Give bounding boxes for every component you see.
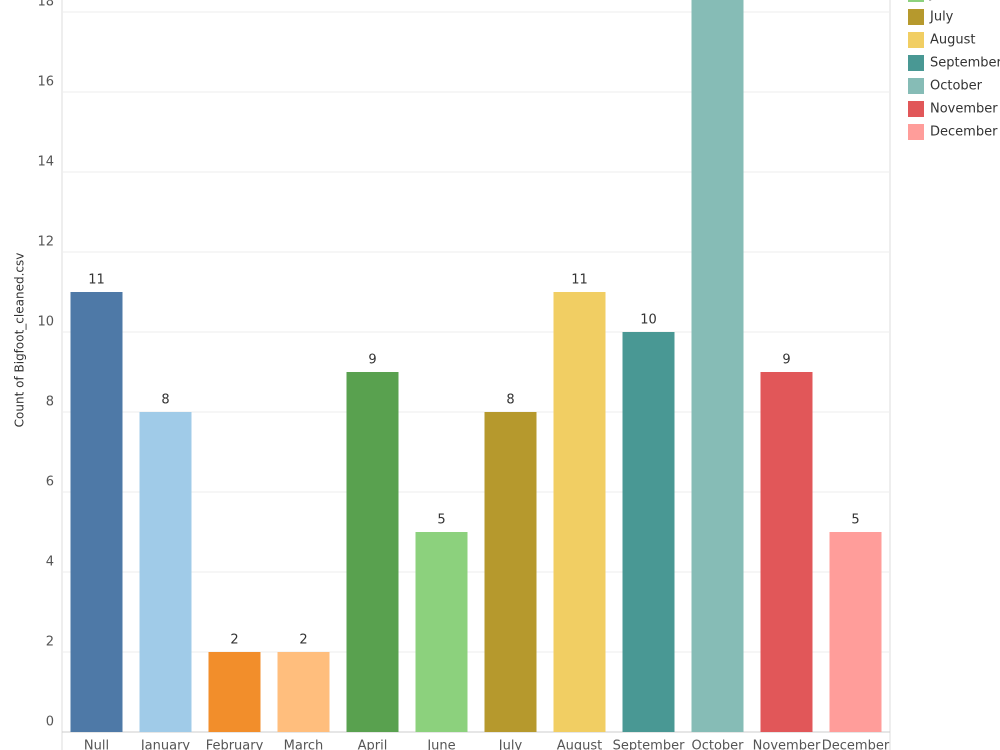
legend-swatch xyxy=(908,32,924,48)
legend-label: September xyxy=(930,56,1000,71)
x-tick-label: November xyxy=(753,739,821,750)
value-label: 2 xyxy=(230,633,238,648)
legend-swatch xyxy=(908,78,924,94)
legend-swatch xyxy=(908,9,924,25)
y-tick-label: 14 xyxy=(37,155,54,170)
value-label: 2 xyxy=(299,633,307,648)
y-tick-label: 8 xyxy=(46,395,54,410)
value-label: 5 xyxy=(437,513,445,528)
x-tick-label: October xyxy=(691,739,744,750)
bar xyxy=(139,412,192,732)
plot-area: 11 8 2 2 9 5 8 11 10 9 5 xyxy=(62,0,890,732)
y-tick-label: 10 xyxy=(37,315,54,330)
bar xyxy=(829,532,882,732)
legend-label: December xyxy=(930,125,998,140)
value-label: 10 xyxy=(640,313,657,328)
bar xyxy=(553,292,606,732)
value-label: 9 xyxy=(368,353,376,368)
value-label: 8 xyxy=(506,393,514,408)
bar xyxy=(70,292,123,732)
value-label: 9 xyxy=(782,353,790,368)
x-tick-label: April xyxy=(358,739,388,750)
bar xyxy=(208,652,261,732)
y-tick-label: 2 xyxy=(46,635,54,650)
y-tick-label: 12 xyxy=(37,235,54,250)
y-tick-label: 4 xyxy=(46,555,54,570)
x-tick-label: August xyxy=(557,739,603,750)
bar xyxy=(346,372,399,732)
legend-label: July xyxy=(929,10,954,25)
bar xyxy=(691,0,744,732)
y-tick-label: 16 xyxy=(37,75,54,90)
y-tick-label: 0 xyxy=(46,715,54,730)
legend-label: June xyxy=(929,0,958,2)
x-tick-label: September xyxy=(613,739,686,750)
legend-swatch xyxy=(908,55,924,71)
y-axis-title: Count of Bigfoot_cleaned.csv xyxy=(13,253,27,428)
legend-swatch xyxy=(908,124,924,140)
bar xyxy=(415,532,468,732)
x-tick-label: March xyxy=(284,739,324,750)
x-tick-label: June xyxy=(426,739,455,750)
y-tick-label: 6 xyxy=(46,475,54,490)
bar xyxy=(760,372,813,732)
legend-swatch xyxy=(908,101,924,117)
bar xyxy=(277,652,330,732)
x-tick-label: February xyxy=(206,739,264,750)
y-tick-label: 18 xyxy=(37,0,54,10)
value-label: 8 xyxy=(161,393,169,408)
x-tick-label: Null xyxy=(84,739,109,750)
legend-swatch xyxy=(908,0,924,2)
x-tick-label: January xyxy=(140,739,191,750)
legend-label: August xyxy=(930,33,976,48)
bar xyxy=(484,412,537,732)
legend-label: October xyxy=(930,79,983,94)
value-label: 11 xyxy=(571,273,588,288)
value-label: 5 xyxy=(851,513,859,528)
value-label: 11 xyxy=(88,273,105,288)
bar xyxy=(622,332,675,732)
x-tick-label: July xyxy=(498,739,523,750)
legend-label: November xyxy=(930,102,998,117)
x-tick-label: December xyxy=(822,739,890,750)
